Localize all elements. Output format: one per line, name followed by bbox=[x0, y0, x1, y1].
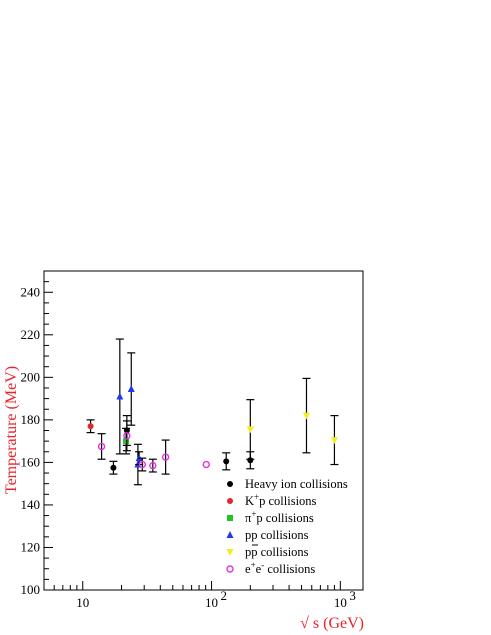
plot-border bbox=[43, 270, 364, 591]
legend-label: K+p collisions bbox=[245, 492, 317, 508]
series-5 bbox=[97, 420, 210, 475]
marker bbox=[123, 438, 130, 445]
marker bbox=[227, 498, 233, 504]
y-tick-label: 160 bbox=[21, 454, 41, 469]
legend-label: e+e- collisions bbox=[245, 560, 315, 576]
x-tick-exponent: 3 bbox=[349, 588, 356, 603]
series-4 bbox=[246, 377, 339, 466]
marker bbox=[246, 426, 254, 434]
marker bbox=[97, 442, 106, 451]
y-tick-label: 140 bbox=[21, 497, 41, 512]
marker bbox=[227, 515, 233, 521]
x-tick-label: 10 bbox=[205, 595, 218, 610]
y-tick-label: 240 bbox=[21, 284, 41, 299]
y-tick-label: 120 bbox=[21, 539, 41, 554]
x-tick-label: 10 bbox=[334, 595, 347, 610]
x-axis-title: √ s (GeV) bbox=[300, 615, 364, 632]
marker bbox=[227, 481, 233, 487]
x-tick-label: 10 bbox=[76, 595, 89, 610]
marker bbox=[127, 385, 135, 393]
x-tick-exponent: 2 bbox=[221, 588, 228, 603]
y-tick-label: 100 bbox=[21, 582, 41, 597]
data-points bbox=[86, 338, 339, 486]
y-axis-title: Temperature (MeV) bbox=[3, 366, 20, 494]
marker bbox=[161, 453, 170, 461]
series-1 bbox=[86, 419, 95, 434]
legend-label: pp collisions bbox=[245, 545, 309, 559]
legend-label: Heavy ion collisions bbox=[245, 477, 348, 491]
marker bbox=[149, 461, 157, 470]
marker bbox=[302, 412, 310, 420]
marker bbox=[226, 565, 234, 573]
marker bbox=[223, 458, 230, 465]
marker bbox=[226, 531, 234, 538]
legend-label: pp collisions bbox=[245, 528, 309, 542]
marker bbox=[202, 460, 210, 469]
plot-frame bbox=[43, 270, 364, 591]
marker bbox=[330, 437, 338, 445]
marker bbox=[226, 549, 234, 556]
y-tick-label: 220 bbox=[21, 327, 41, 342]
marker bbox=[116, 392, 124, 400]
marker bbox=[110, 464, 117, 471]
marker bbox=[87, 423, 94, 430]
marker bbox=[138, 460, 147, 469]
legend-label: π+p collisions bbox=[245, 509, 314, 525]
y-tick-label: 200 bbox=[21, 369, 41, 384]
y-tick-label: 180 bbox=[21, 412, 41, 427]
marker bbox=[123, 432, 131, 440]
